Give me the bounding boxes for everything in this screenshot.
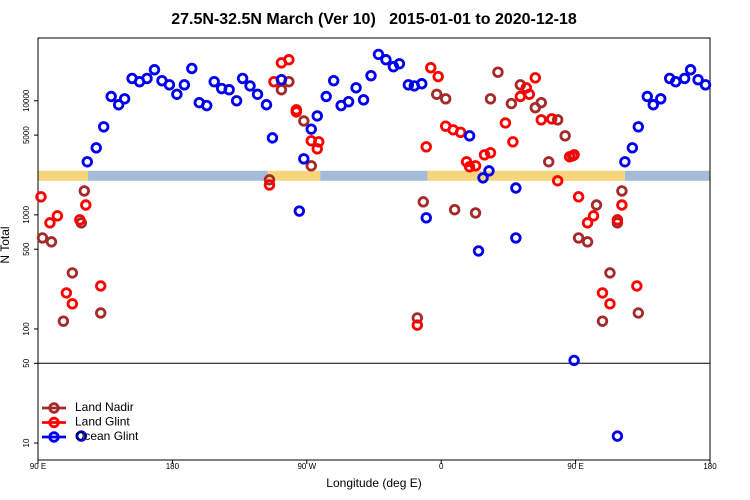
y-tick-label: 10 (22, 438, 31, 447)
y-tick-label: 100 (22, 322, 31, 336)
x-tick-label: 90 W (297, 462, 316, 471)
surface-band (88, 171, 268, 181)
chart: 27.5N-32.5N March (Ver 10) 2015-01-01 to… (0, 0, 750, 500)
surface-band (428, 171, 625, 181)
legend-label: Ocean Glint (75, 429, 139, 443)
y-axis-label: N Total (0, 226, 12, 263)
surface-band (268, 171, 320, 181)
y-tick-label: 10000 (22, 89, 31, 112)
surface-band (320, 171, 428, 181)
legend-label: Land Nadir (75, 400, 134, 414)
y-tick-label: 50 (22, 358, 31, 367)
x-tick-label: 90 E (567, 462, 583, 471)
y-tick-label: 500 (22, 242, 31, 256)
y-tick-label: 5000 (22, 126, 31, 144)
surface-band (625, 171, 710, 181)
x-tick-label: 90 E (30, 462, 46, 471)
surface-band (38, 171, 88, 181)
x-tick-label: 0 (439, 462, 444, 471)
legend-label: Land Glint (75, 415, 130, 429)
x-tick-label: 180 (703, 462, 717, 471)
y-tick-label: 1000 (22, 205, 31, 223)
chart-title: 27.5N-32.5N March (Ver 10) 2015-01-01 to… (171, 11, 577, 28)
x-tick-label: 180 (166, 462, 180, 471)
x-axis-label: Longitude (deg E) (326, 476, 421, 490)
